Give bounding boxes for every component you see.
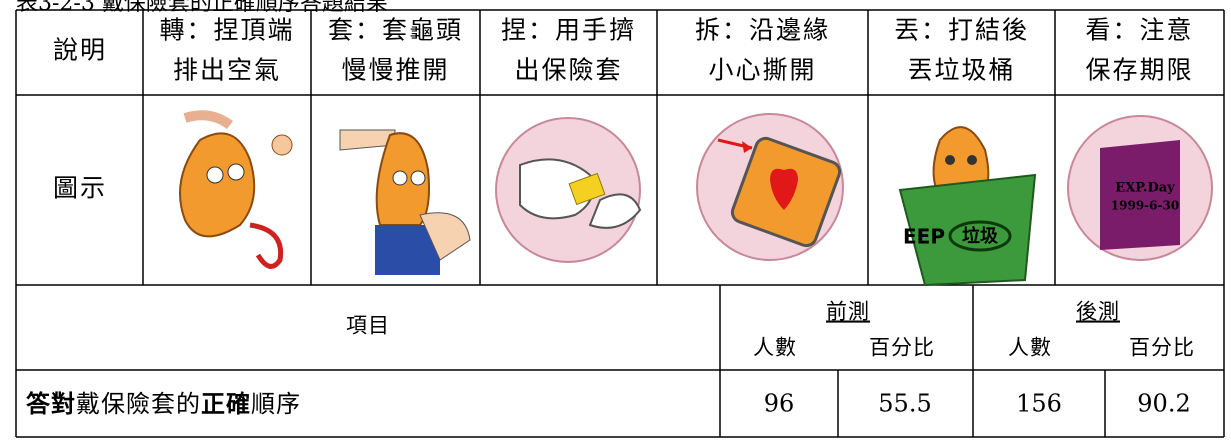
illustration-twist	[158, 105, 298, 275]
step-text: 小心撕開	[708, 56, 816, 85]
item-segment: 順序	[251, 390, 301, 418]
step-text: 出保險套	[514, 56, 622, 85]
illustration-roll	[339, 129, 471, 275]
step-text: 慢慢推開	[341, 56, 449, 85]
step-title: 拆：沿邊緣	[695, 16, 830, 45]
row-header: 說明	[53, 36, 107, 65]
cell-value: 156	[1016, 390, 1062, 418]
cell-value: 90.2	[1137, 390, 1190, 418]
step-title: 看：注意	[1085, 16, 1193, 45]
item-segment: 戴保險套的	[76, 390, 201, 418]
column-header: 百分比	[1129, 336, 1195, 360]
caption: 表3-2-3 戴保險套的正確順序答題結果	[16, 0, 388, 16]
group-header: 後測	[1076, 300, 1120, 324]
item-text: 答對戴保險套的正確順序	[26, 389, 301, 418]
step-title: 捏：用手擠	[501, 16, 636, 45]
column-header: 人數	[753, 336, 797, 360]
illustration-text: 1999-6-30	[1111, 199, 1179, 213]
step-text: 丟垃圾桶	[907, 56, 1015, 85]
illustration-text: EEP	[903, 225, 945, 249]
illustration-squeeze	[495, 117, 642, 263]
illustration-text: EXP.Day	[1115, 181, 1175, 196]
item-segment: 答對	[26, 389, 76, 418]
step-title: 丟：打結後	[894, 16, 1029, 45]
illustration-text: 垃圾	[962, 225, 999, 247]
row-header: 圖示	[53, 174, 107, 203]
item-header: 項目	[346, 314, 390, 338]
cell-value: 55.5	[878, 390, 931, 418]
step-title: 轉：捏頂端	[159, 16, 294, 45]
illustration-tear	[696, 113, 844, 261]
step-title: 套：套龜頭	[328, 16, 463, 45]
step-text: 排出空氣	[173, 56, 281, 85]
item-segment: 正確	[201, 389, 251, 418]
cell-value: 96	[764, 390, 795, 418]
illustration-bin: EEP 垃圾	[898, 126, 1037, 287]
group-header: 前測	[826, 300, 870, 324]
column-header: 人數	[1008, 336, 1052, 360]
column-header: 百分比	[869, 336, 935, 360]
illustration-expiry: EXP.Day 1999-6-30	[1067, 115, 1213, 261]
table-lines	[15, 9, 1225, 438]
step-text: 保存期限	[1085, 56, 1193, 85]
